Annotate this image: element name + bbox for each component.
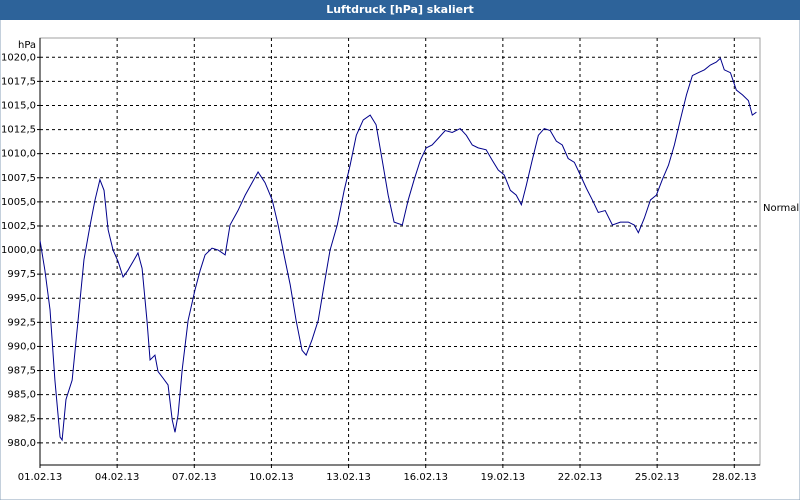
y-tick-label: 1017,5 — [1, 76, 36, 87]
y-tick-label: 1000,0 — [1, 245, 36, 256]
y-tick-label: 1002,5 — [1, 221, 36, 232]
y-tick-label: 992,5 — [7, 317, 36, 328]
plot-area — [39, 37, 761, 466]
line-series — [39, 57, 757, 442]
y-tick-label: 1020,0 — [1, 52, 36, 63]
annotation: Normal — [763, 203, 799, 214]
y-tick-label: 985,0 — [7, 390, 36, 401]
y-tick-label: 987,5 — [7, 366, 36, 377]
y-tick-label: 1015,0 — [1, 100, 36, 111]
y-tick-label: 1012,5 — [1, 125, 36, 136]
y-tick-label: 980,0 — [7, 438, 36, 449]
x-tick-label: 22.02.13 — [558, 472, 603, 483]
x-tick-label: 28.02.13 — [712, 472, 757, 483]
y-tick-label: 990,0 — [7, 341, 36, 352]
y-tick-label: 997,5 — [7, 269, 36, 280]
y-tick-label: 1005,0 — [1, 197, 36, 208]
x-tick-label: 25.02.13 — [635, 472, 680, 483]
chart-title: Luftdruck [hPa] skaliert — [326, 3, 474, 16]
x-tick-label: 13.02.13 — [326, 472, 371, 483]
y-tick-label: 995,0 — [7, 293, 36, 304]
x-tick-label: 04.02.13 — [95, 472, 140, 483]
y-axis-label: hPa — [18, 40, 36, 51]
title-bar — [0, 0, 800, 20]
x-tick-label: 16.02.13 — [403, 472, 448, 483]
x-tick-label: 10.02.13 — [249, 472, 294, 483]
y-tick-label: 982,5 — [7, 414, 36, 425]
x-tick-label: 19.02.13 — [481, 472, 526, 483]
x-tick-label: 07.02.13 — [172, 472, 217, 483]
y-tick-label: 1007,5 — [1, 173, 36, 184]
x-tick-label: 01.02.13 — [18, 472, 63, 483]
y-tick-label: 1010,0 — [1, 149, 36, 160]
